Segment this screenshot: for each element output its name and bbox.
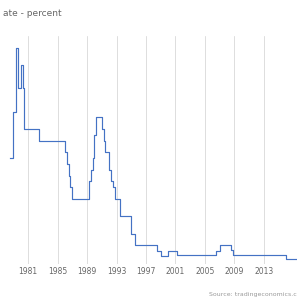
Text: Source: tradingeconomics.c: Source: tradingeconomics.c (209, 292, 297, 297)
Text: ate - percent: ate - percent (3, 9, 61, 18)
